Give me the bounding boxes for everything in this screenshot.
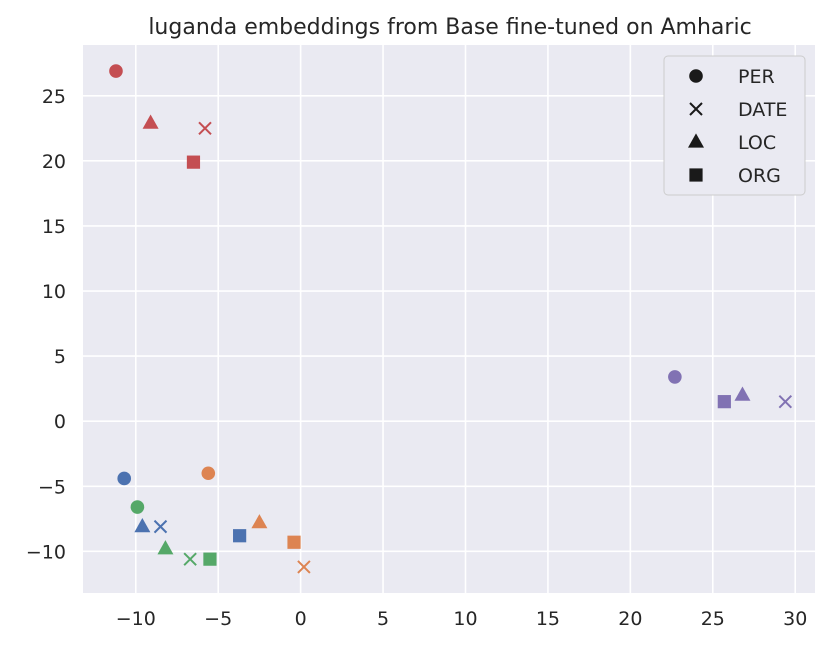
data-point-per-1 [109, 64, 123, 78]
y-tick-label: 20 [42, 151, 66, 173]
data-point-date-5 [778, 394, 793, 409]
data-point-loc-2 [134, 518, 151, 533]
data-points [109, 64, 793, 574]
data-point-loc-5 [734, 386, 751, 401]
x-axis-ticks: −10 −5 0 5 10 15 20 25 30 [116, 608, 808, 630]
data-point-per-3 [201, 466, 216, 481]
chart-title: luganda embeddings from Base fine-tuned … [148, 15, 751, 40]
legend-frame [663, 55, 806, 196]
data-point-date-4 [183, 552, 197, 566]
x-tick-label: 25 [701, 608, 725, 630]
data-point-date-3 [297, 560, 311, 574]
data-point-per-2 [117, 471, 132, 486]
y-tick-label: 15 [42, 216, 66, 238]
x-tick-label: 15 [536, 608, 560, 630]
legend-marker-org [689, 168, 703, 182]
legend-label-per: PER [738, 66, 775, 88]
legend-label-date: DATE [738, 99, 787, 121]
legend-marker-date [689, 102, 703, 116]
legend-label-org: ORG [738, 165, 781, 187]
y-tick-label: 0 [54, 411, 66, 433]
legend-marker-per [689, 69, 703, 83]
x-tick-label: 30 [783, 608, 807, 630]
y-tick-label: −10 [26, 541, 66, 563]
data-point-date-1 [198, 121, 212, 136]
data-point-per-5 [668, 370, 682, 384]
legend: PER DATE LOC ORG [663, 55, 806, 196]
y-axis-ticks: −10 −5 0 5 10 15 20 25 [26, 86, 66, 564]
data-point-org-3 [287, 535, 301, 549]
legend-label-loc: LOC [738, 132, 776, 154]
x-tick-label: 20 [618, 608, 642, 630]
y-tick-label: −5 [38, 476, 66, 498]
x-tick-label: −10 [116, 608, 156, 630]
y-tick-label: 25 [42, 86, 66, 108]
x-tick-label: 10 [453, 608, 477, 630]
x-tick-label: −5 [204, 608, 232, 630]
data-point-org-2 [233, 529, 247, 543]
x-tick-label: 0 [295, 608, 307, 630]
data-point-org-4 [203, 552, 217, 566]
y-tick-label: 10 [42, 281, 66, 303]
data-point-loc-4 [157, 540, 174, 555]
data-point-org-1 [186, 155, 201, 169]
x-tick-label: 5 [377, 608, 389, 630]
y-tick-label: 5 [54, 346, 66, 368]
data-point-loc-1 [142, 114, 159, 129]
data-point-loc-3 [251, 514, 268, 529]
data-point-org-5 [717, 395, 731, 409]
data-point-per-4 [130, 500, 145, 514]
data-point-date-2 [153, 519, 168, 534]
legend-marker-loc [688, 133, 704, 148]
